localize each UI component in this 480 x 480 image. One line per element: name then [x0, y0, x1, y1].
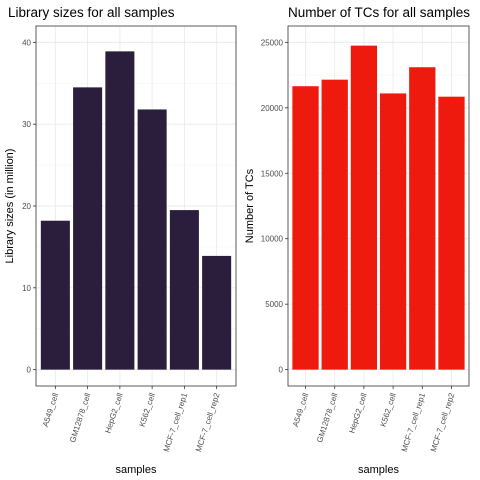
- x-tick-label: MCF-7_cell_rep1: [162, 391, 190, 453]
- y-axis-title: Library sizes (in million): [4, 149, 16, 264]
- bar-HepG2_cell: [105, 51, 135, 370]
- y-tick-label: 20000: [261, 104, 284, 113]
- y-tick-label: 30: [22, 120, 31, 129]
- x-tick-label: GM12878_cell: [315, 392, 340, 444]
- x-tick-label: HepG2_cell: [347, 392, 369, 435]
- x-tick-label: K562_cell: [138, 392, 157, 428]
- y-axis-title: Number of TCs: [244, 168, 256, 243]
- y-tick-label: 0: [27, 366, 32, 375]
- x-tick-label: A549_cell: [291, 392, 310, 428]
- x-tick-label: K562_cell: [379, 392, 398, 428]
- bar-MCF-7_cell_rep2: [202, 255, 232, 370]
- bar-GM12878_cell: [321, 79, 348, 370]
- bar-GM12878_cell: [73, 87, 103, 370]
- x-tick-label: MCF-7_cell_rep2: [194, 391, 222, 453]
- x-tick-label: MCF-7_cell_rep1: [400, 391, 428, 453]
- x-tick-label: MCF-7_cell_rep2: [429, 391, 457, 453]
- bar-K562_cell: [379, 93, 407, 370]
- tc-count-chart: 0 5000 10000 15000 20000 25000 A549_cell GM1287…: [244, 5, 470, 476]
- library-sizes-chart: 0 10 20 30 40 A549_cell GM12878_cell HepG2_cell…: [4, 5, 237, 476]
- x-tick-label: HepG2_cell: [103, 392, 125, 435]
- y-tick-label: 25000: [261, 38, 284, 47]
- y-tick-label: 15000: [261, 169, 284, 178]
- x-axis-title: samples: [116, 464, 157, 476]
- bar-A549_cell: [292, 86, 319, 370]
- bar-A549_cell: [40, 220, 70, 370]
- chart-title: Number of TCs for all samples: [288, 5, 470, 20]
- panel-border: [287, 25, 470, 387]
- y-tick-label: 5000: [265, 300, 283, 309]
- y-tick-label: 40: [22, 38, 31, 47]
- chart-title: Library sizes for all samples: [8, 5, 175, 20]
- x-axis-title: samples: [358, 464, 399, 476]
- x-tick-label: GM12878_cell: [68, 392, 93, 444]
- bar-HepG2_cell: [350, 45, 378, 370]
- bar-MCF-7_cell_rep2: [438, 96, 465, 370]
- y-tick-label: 0: [279, 366, 284, 375]
- x-tick-label: A549_cell: [41, 392, 60, 428]
- bar-MCF-7_cell_rep1: [409, 67, 436, 370]
- bar-MCF-7_cell_rep1: [169, 210, 199, 370]
- y-tick-label: 10: [22, 284, 31, 293]
- y-tick-label: 10000: [261, 235, 284, 244]
- y-tick-label: 20: [22, 202, 31, 211]
- bar-K562_cell: [137, 109, 167, 370]
